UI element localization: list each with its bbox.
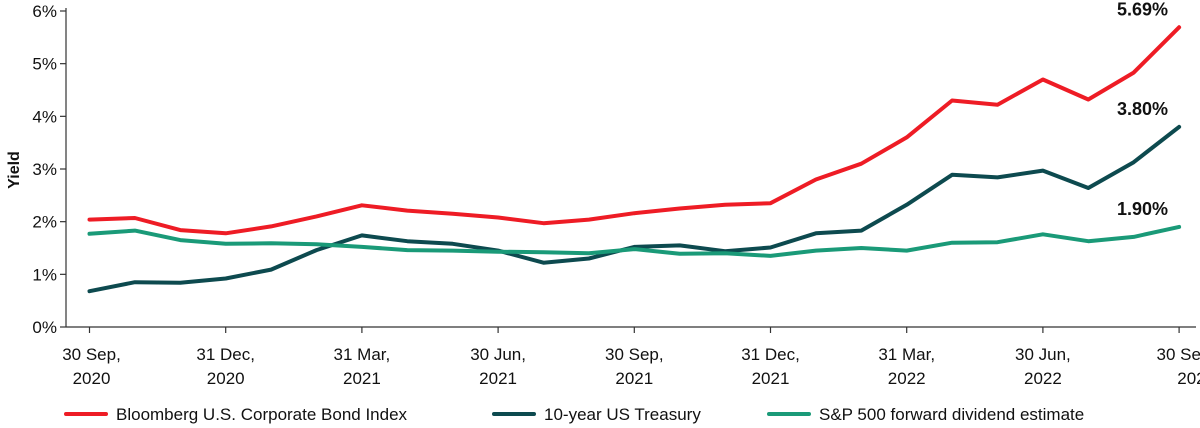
x-tick-label: 30 Sep, — [1156, 345, 1200, 364]
end-value-label: 5.69% — [1117, 0, 1168, 19]
end-value-label: 1.90% — [1117, 199, 1168, 219]
x-tick-label: 2020 — [73, 369, 111, 388]
x-tick-label: 2021 — [615, 369, 653, 388]
legend: Bloomberg U.S. Corporate Bond Index 10-ye… — [64, 405, 1084, 424]
legend-label: Bloomberg U.S. Corporate Bond Index — [116, 405, 408, 424]
end-value-label: 3.80% — [1117, 99, 1168, 119]
x-tick-label: 2021 — [479, 369, 517, 388]
y-axis-ticks: 0% 1% 2% 3% 4% 5% 6% — [32, 2, 66, 337]
x-tick-label: 31 Dec, — [741, 345, 800, 364]
x-tick-label: 31 Dec, — [196, 345, 255, 364]
x-axis-ticks: 30 Sep, 2020 31 Dec, 2020 31 Mar, 2021 30 Jun,… — [62, 327, 1200, 388]
y-tick-label: 5% — [32, 55, 57, 74]
legend-label: S&P 500 forward dividend estimate — [819, 405, 1084, 424]
y-tick-label: 3% — [32, 160, 57, 179]
series-line-2 — [87, 224, 1182, 258]
axes — [65, 8, 1196, 328]
x-tick-label: 2022 — [888, 369, 926, 388]
x-tick-label: 30 Sep, — [605, 345, 664, 364]
legend-label: 10-year US Treasury — [544, 405, 701, 424]
series-line-0 — [87, 25, 1182, 236]
x-tick-label: 30 Sep, — [62, 345, 121, 364]
x-tick-label: 2021 — [343, 369, 381, 388]
series-line-1 — [87, 124, 1182, 294]
y-tick-label: 2% — [32, 213, 57, 232]
x-tick-label: 31 Mar, — [878, 345, 935, 364]
x-tick-label: 2021 — [752, 369, 790, 388]
x-tick-label: 30 Jun, — [470, 345, 526, 364]
y-tick-label: 0% — [32, 318, 57, 337]
y-tick-label: 6% — [32, 2, 57, 21]
x-tick-label: 2022 — [1024, 369, 1062, 388]
x-tick-label: 30 Jun, — [1015, 345, 1071, 364]
y-tick-label: 1% — [32, 265, 57, 284]
x-tick-label: 2022 — [1177, 369, 1200, 388]
y-tick-label: 4% — [32, 107, 57, 126]
end-labels: 5.69% 3.80% 1.90% — [1117, 0, 1168, 219]
x-tick-label: 2020 — [207, 369, 245, 388]
series-lines — [87, 25, 1182, 294]
x-tick-label: 31 Mar, — [334, 345, 391, 364]
y-axis-title: Yield — [6, 151, 23, 189]
